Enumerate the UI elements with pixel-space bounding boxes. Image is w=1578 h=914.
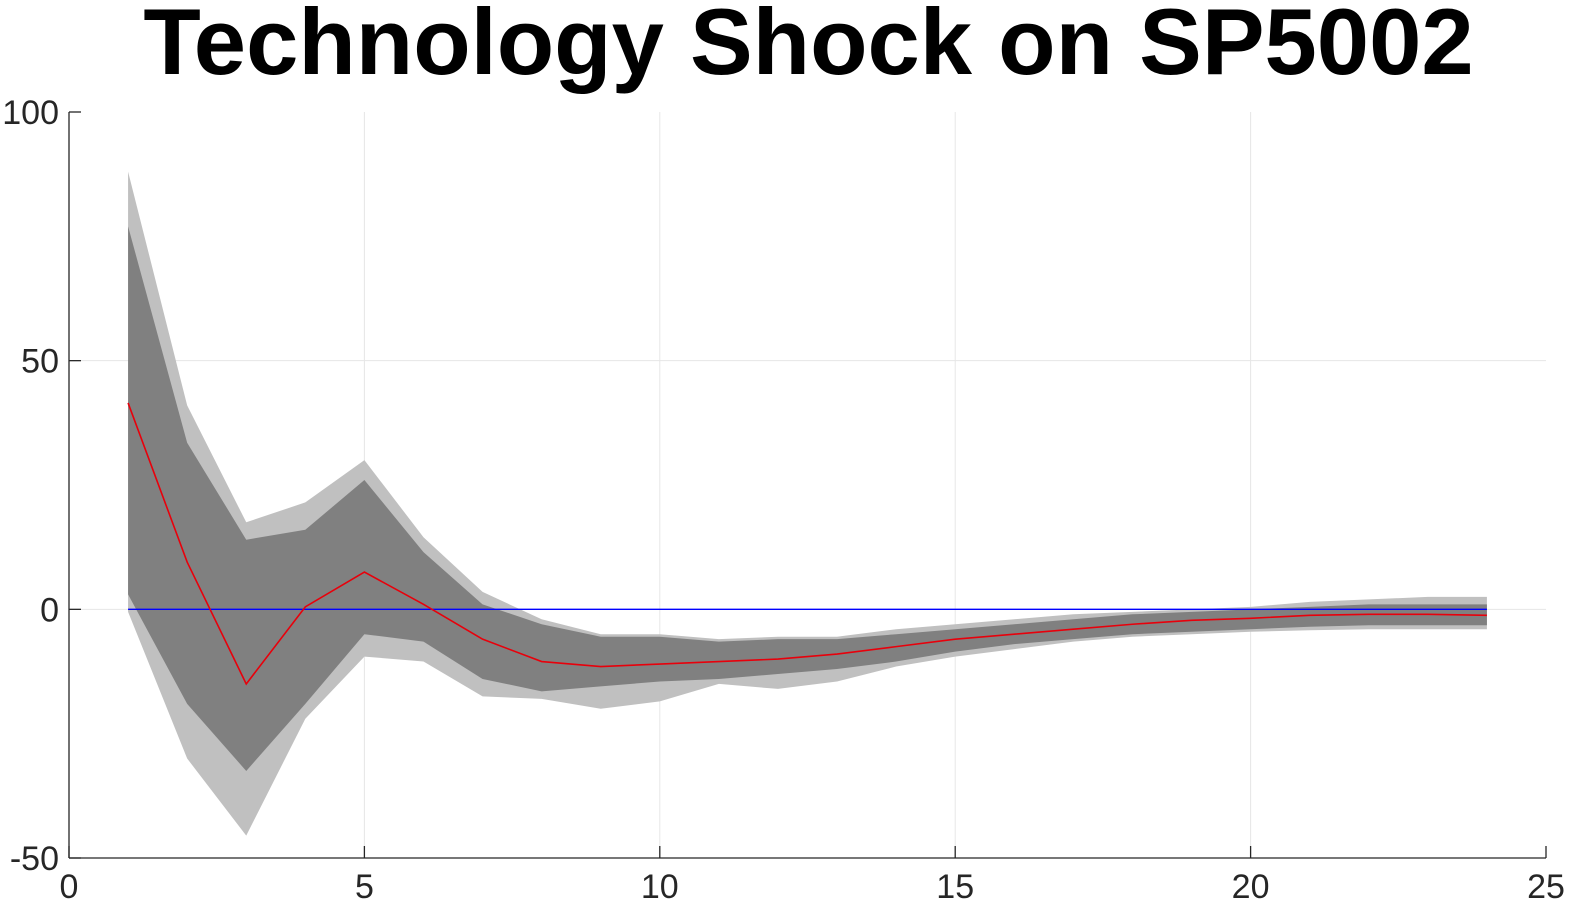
x-tick-label-20: 20 bbox=[1232, 868, 1270, 906]
y-tick-label-0: 0 bbox=[40, 591, 59, 629]
axes bbox=[68, 111, 1547, 859]
y-tick-label-100: 100 bbox=[2, 94, 59, 132]
x-tick-label-10: 10 bbox=[641, 868, 679, 906]
chart-title: Technology Shock on SP5002 bbox=[143, 0, 1474, 94]
confidence-bands bbox=[128, 171, 1487, 836]
impulse-response-line bbox=[127, 402, 1487, 686]
x-tick-label-15: 15 bbox=[936, 868, 974, 906]
plot-background bbox=[69, 112, 1546, 858]
x-tick-label-0: 0 bbox=[60, 868, 79, 906]
series-lines bbox=[127, 402, 1487, 686]
y-tick-label--50: -50 bbox=[10, 840, 59, 878]
inner-confidence-band bbox=[128, 226, 1487, 771]
y-tick-label-50: 50 bbox=[21, 343, 59, 381]
x-tick-label-25: 25 bbox=[1527, 868, 1565, 906]
x-tick-label-5: 5 bbox=[355, 868, 374, 906]
